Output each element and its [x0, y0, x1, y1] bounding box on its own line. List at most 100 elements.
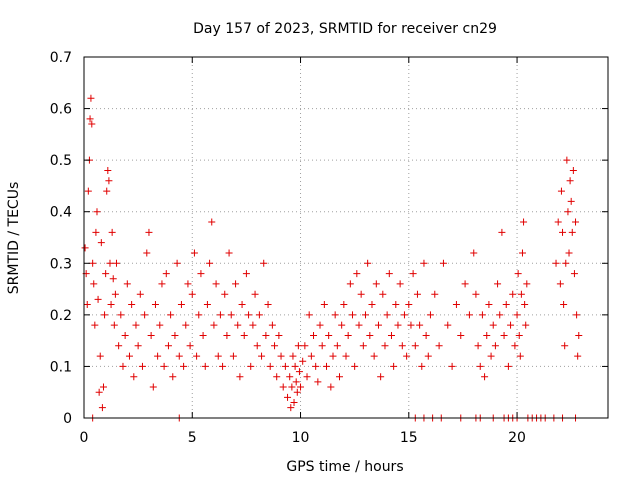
data-point	[359, 342, 367, 350]
data-point	[374, 321, 382, 329]
data-point	[206, 259, 214, 267]
plot-border	[83, 56, 609, 419]
data-point	[476, 362, 484, 370]
data-point	[238, 301, 246, 309]
data-point	[245, 311, 253, 319]
data-point	[351, 362, 359, 370]
data-point	[219, 362, 227, 370]
data-point	[89, 259, 97, 267]
data-point	[523, 280, 531, 288]
data-point	[340, 301, 348, 309]
data-point	[234, 321, 242, 329]
data-point	[312, 362, 320, 370]
data-point	[518, 249, 526, 257]
x-tick-label: 15	[400, 430, 418, 446]
data-point	[136, 290, 144, 298]
data-point	[407, 321, 415, 329]
data-point	[514, 270, 522, 278]
data-point	[108, 228, 116, 236]
data-point	[91, 321, 99, 329]
x-tick-label: 0	[80, 430, 89, 446]
data-point	[88, 120, 96, 128]
data-point	[370, 352, 378, 360]
data-point	[567, 197, 575, 205]
data-point	[379, 290, 387, 298]
data-point	[556, 280, 564, 288]
data-point	[229, 352, 237, 360]
data-point	[573, 311, 581, 319]
data-point	[364, 259, 372, 267]
data-point	[361, 311, 369, 319]
data-point	[141, 311, 149, 319]
x-tick-label: 20	[508, 430, 526, 446]
y-tick-label: 0.6	[50, 102, 72, 118]
data-point	[502, 301, 510, 309]
data-point	[394, 321, 402, 329]
data-point	[260, 259, 268, 267]
data-point	[128, 301, 136, 309]
data-point	[520, 218, 528, 226]
data-point	[346, 280, 354, 288]
data-point	[511, 342, 519, 350]
x-tick-label: 5	[188, 430, 197, 446]
data-point	[305, 311, 313, 319]
ticks-layer	[83, 56, 608, 419]
data-point	[160, 362, 168, 370]
y-tick-label: 0.4	[50, 205, 72, 221]
data-point	[104, 166, 112, 174]
data-point	[184, 280, 192, 288]
data-point	[105, 177, 113, 185]
data-point	[569, 166, 577, 174]
data-point	[138, 362, 146, 370]
x-tick-labels: 0 5 10 15 20	[80, 430, 526, 446]
data-point	[197, 270, 205, 278]
data-point	[81, 244, 89, 252]
data-point	[422, 331, 430, 339]
data-point	[164, 342, 172, 350]
data-point	[247, 362, 255, 370]
data-point	[498, 228, 506, 236]
data-point	[83, 301, 91, 309]
data-point	[225, 249, 233, 257]
data-point	[84, 187, 92, 195]
data-point	[143, 249, 151, 257]
data-point	[167, 311, 175, 319]
y-tick-label: 0.2	[50, 308, 72, 324]
data-point	[470, 249, 478, 257]
data-point	[286, 373, 294, 381]
data-point	[377, 373, 385, 381]
data-point	[461, 280, 469, 288]
data-point	[258, 352, 266, 360]
data-point	[368, 301, 376, 309]
data-point	[398, 342, 406, 350]
data-point	[106, 259, 114, 267]
data-point	[169, 373, 177, 381]
data-point	[478, 311, 486, 319]
data-point	[109, 275, 117, 283]
data-point	[385, 270, 393, 278]
data-point	[180, 362, 188, 370]
data-point	[411, 342, 419, 350]
data-point	[145, 228, 153, 236]
data-point	[387, 331, 395, 339]
data-point	[515, 331, 523, 339]
data-point	[299, 357, 307, 365]
data-point	[232, 280, 240, 288]
data-point	[516, 352, 524, 360]
data-point	[307, 352, 315, 360]
data-point	[98, 404, 106, 412]
data-point	[327, 383, 335, 391]
data-point	[396, 280, 404, 288]
data-point	[190, 249, 198, 257]
data-point	[562, 259, 570, 267]
data-point	[554, 218, 562, 226]
data-point	[93, 208, 101, 216]
data-point	[565, 249, 573, 257]
data-point	[355, 321, 363, 329]
data-point	[86, 115, 94, 123]
data-point	[292, 378, 300, 386]
data-point	[275, 331, 283, 339]
data-point	[474, 342, 482, 350]
data-point	[182, 321, 190, 329]
